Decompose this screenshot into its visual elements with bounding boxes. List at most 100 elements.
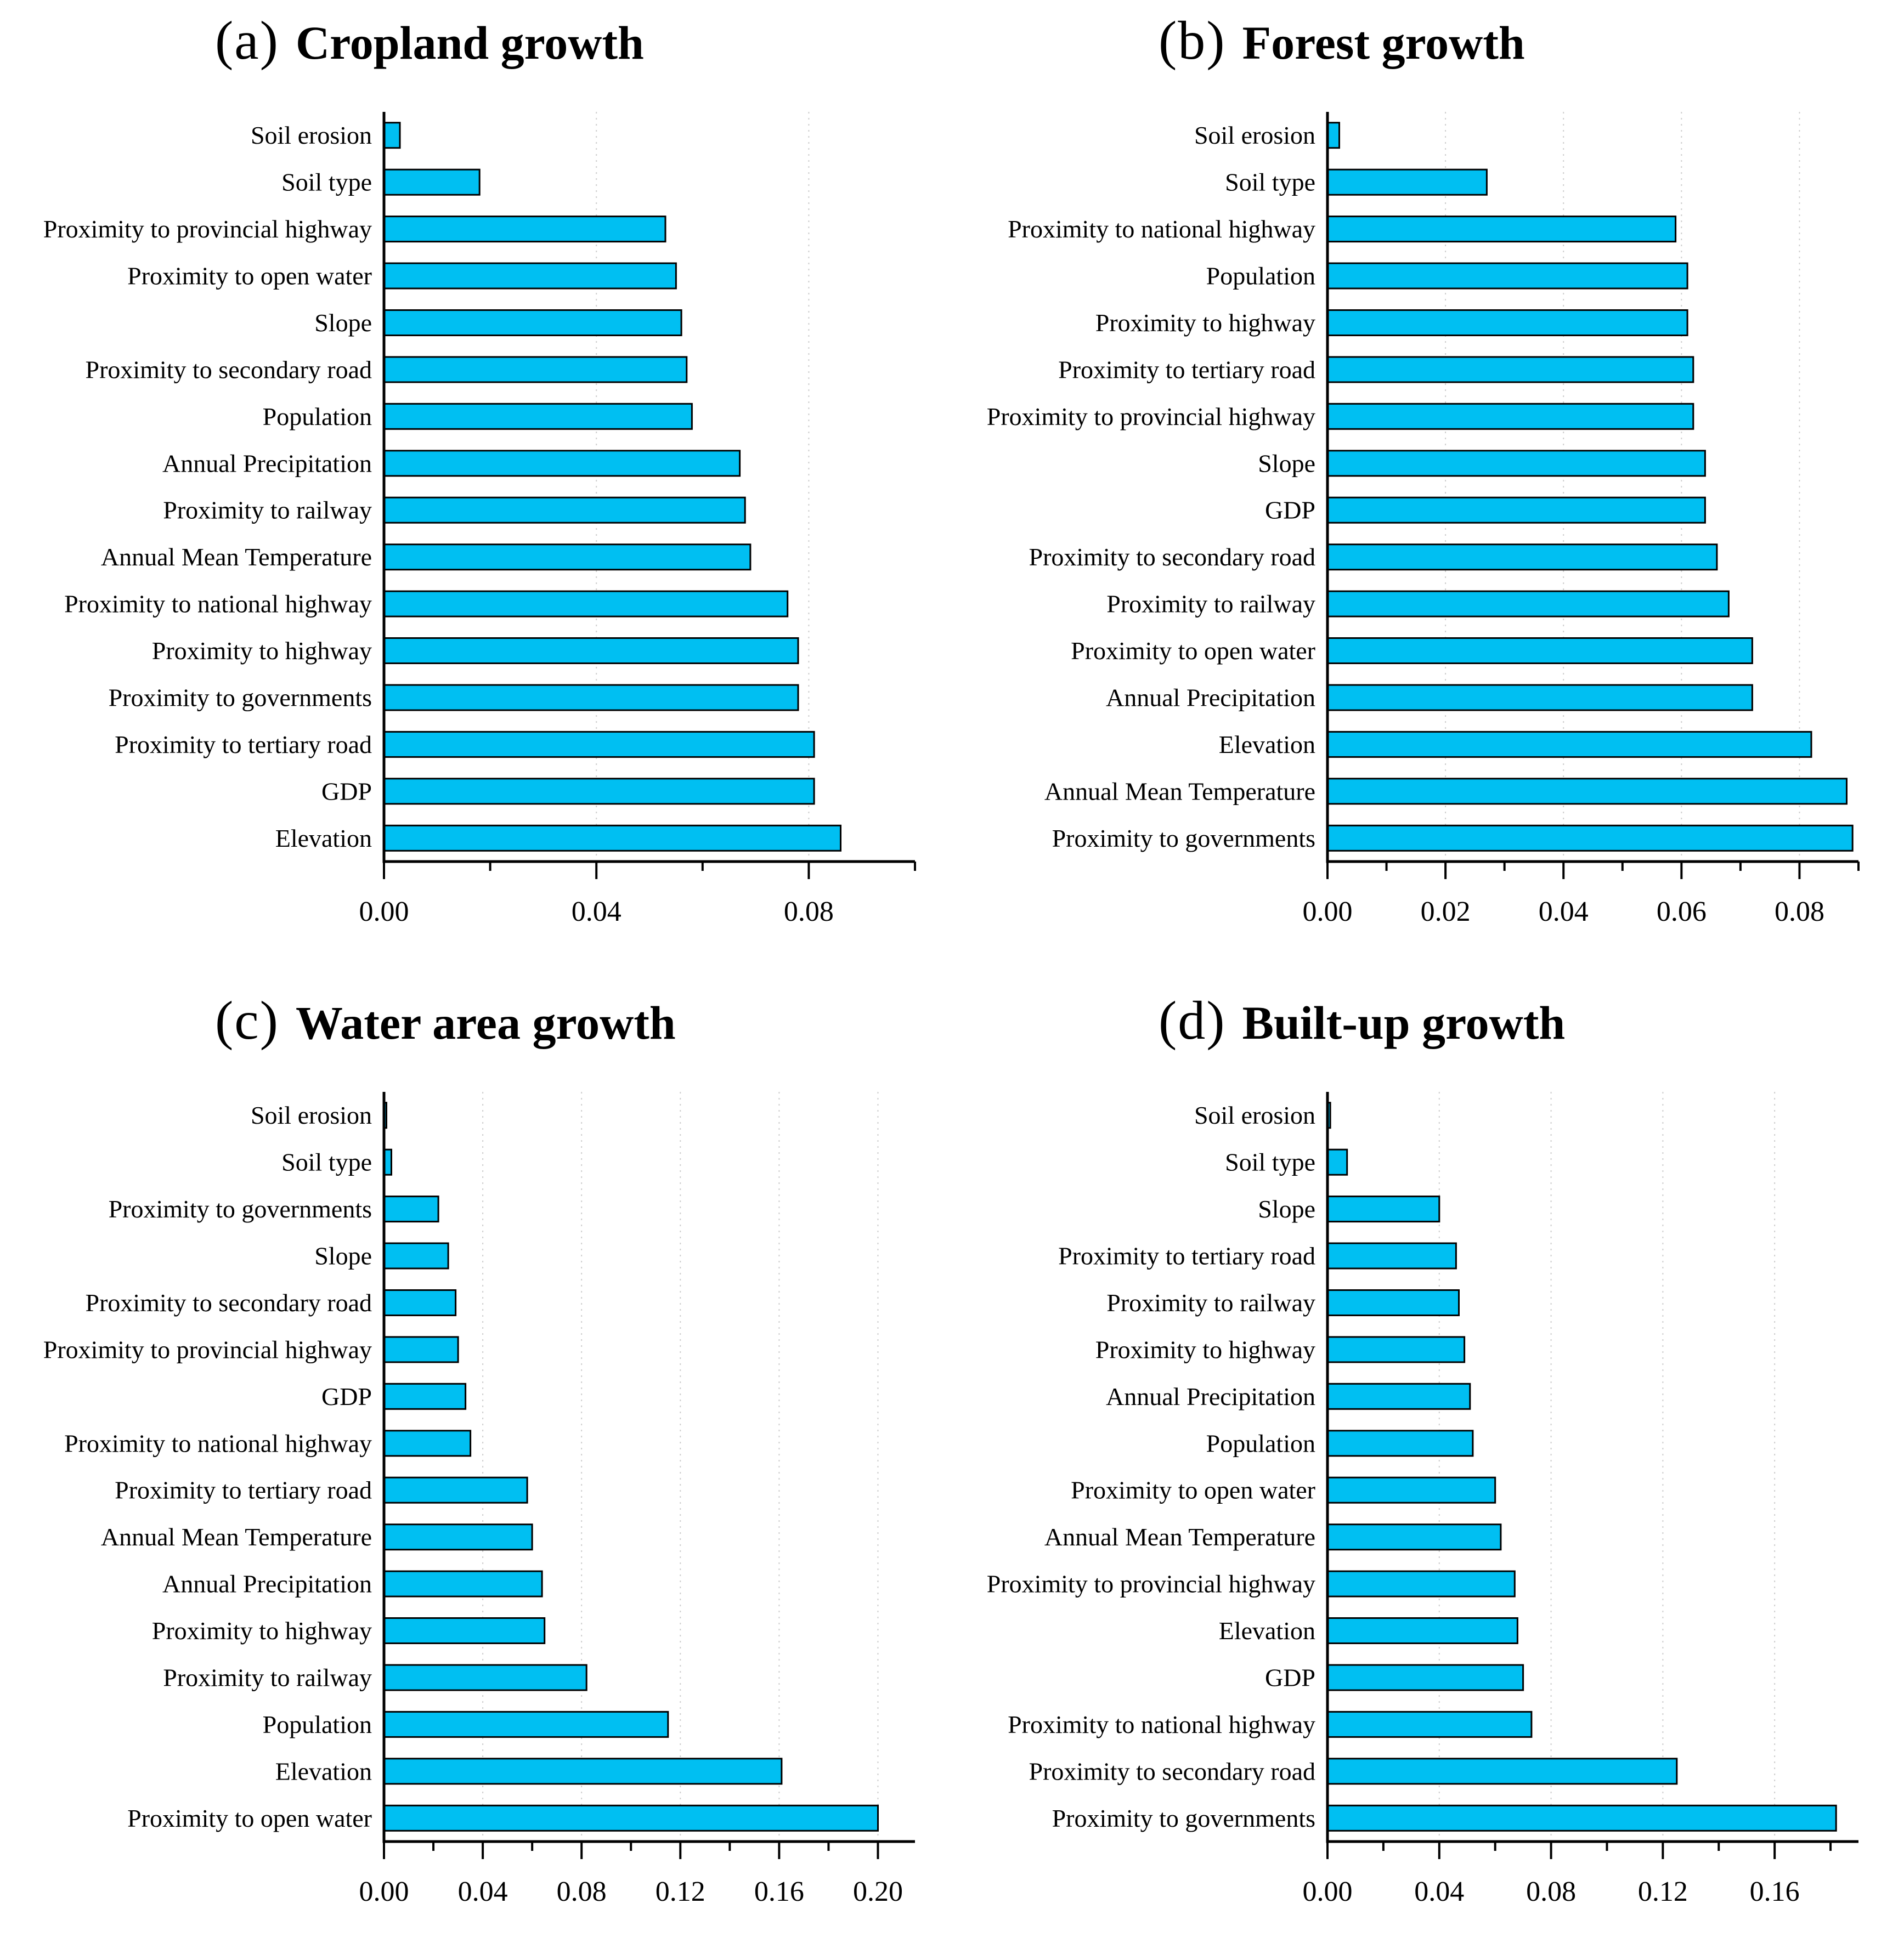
- panel-a-chart: Soil erosion Soil type Proximity to provin…: [43, 112, 916, 927]
- bar-proximity-to-tertiary-road: [1326, 1242, 1457, 1270]
- category-label: Elevation: [1219, 730, 1315, 758]
- bar-soil-type: [383, 168, 481, 196]
- panel-b-title: (b) Forest growth: [944, 0, 1887, 86]
- tick-label: 0.06: [1657, 896, 1707, 927]
- tick-label: 0.00: [359, 896, 409, 927]
- category-label: Proximity to national highway: [64, 590, 372, 618]
- bar-proximity-to-railway: [1326, 1289, 1460, 1316]
- bar-proximity-to-railway: [1326, 590, 1730, 618]
- category-label: Population: [263, 1710, 372, 1738]
- bar-soil-erosion: [383, 122, 401, 149]
- category-label: Population: [1206, 262, 1315, 290]
- category-label: Proximity to open water: [127, 262, 372, 290]
- category-label: Annual Precipitation: [1106, 1383, 1315, 1410]
- category-label: GDP: [321, 1383, 372, 1410]
- category-label: Proximity to governments: [1052, 1804, 1315, 1832]
- panel-d: (d) Built-up growth Soil erosion Soil type…: [944, 980, 1887, 1960]
- category-label: Proximity to tertiary road: [115, 1476, 372, 1504]
- category-label: Proximity to highway: [1095, 1335, 1315, 1363]
- bar-gdp: [1326, 496, 1706, 524]
- category-label: Soil erosion: [1194, 121, 1315, 149]
- bar-proximity-to-national-highway: [383, 590, 789, 618]
- bar-proximity-to-national-highway: [1326, 216, 1677, 243]
- bar-soil-erosion: [1326, 122, 1340, 149]
- bar-population: [383, 403, 693, 430]
- category-label: Proximity to highway: [1095, 309, 1315, 337]
- category-label: Proximity to national highway: [1008, 1710, 1315, 1738]
- bar-proximity-to-tertiary-road: [1326, 356, 1694, 383]
- category-label: GDP: [1265, 496, 1315, 524]
- bar-proximity-to-open-water: [1326, 1476, 1496, 1504]
- panel-c: (c) Water area growth Soil erosion Soil ty…: [0, 980, 944, 1960]
- category-label: Annual Precipitation: [162, 1570, 372, 1598]
- tick-label: 0.04: [1414, 1876, 1464, 1907]
- category-label: Annual Precipitation: [1106, 684, 1315, 712]
- panel-c-title: (c) Water area growth: [0, 980, 944, 1066]
- category-label: Proximity to railway: [1106, 590, 1315, 618]
- category-label: Soil type: [281, 1148, 372, 1176]
- bar-population: [1326, 262, 1688, 290]
- panel-a-heading: Cropland growth: [296, 16, 644, 69]
- bar-proximity-to-provincial-highway: [1326, 403, 1694, 430]
- category-label: Proximity to provincial highway: [987, 1570, 1315, 1598]
- panel-d-label: (d): [1159, 990, 1226, 1051]
- bar-annual-mean-temperature: [1326, 1523, 1502, 1551]
- tick-label: 0.02: [1421, 896, 1471, 927]
- bar-proximity-to-national-highway: [383, 1430, 472, 1457]
- bar-elevation: [1326, 730, 1812, 758]
- category-label: Proximity to railway: [163, 1664, 372, 1692]
- bar-proximity-to-highway: [383, 1617, 546, 1644]
- tick-label: 0.00: [359, 1876, 409, 1907]
- bar-proximity-to-highway: [1326, 309, 1688, 336]
- category-label: Elevation: [275, 824, 372, 852]
- category-label: Proximity to highway: [152, 637, 372, 665]
- bar-proximity-to-secondary-road: [1326, 1758, 1678, 1785]
- bar-gdp: [383, 1383, 467, 1410]
- bar-slope: [1326, 450, 1706, 477]
- category-label: Soil type: [1225, 1148, 1315, 1176]
- bar-elevation: [1326, 1617, 1518, 1644]
- category-label: Elevation: [1219, 1617, 1315, 1645]
- bar-proximity-to-governments: [1326, 1804, 1837, 1832]
- panel-b-label: (b): [1159, 10, 1226, 71]
- bar-proximity-to-governments: [383, 1196, 439, 1223]
- tick-label: 0.12: [656, 1876, 705, 1907]
- panel-a-title: (a) Cropland growth: [0, 0, 944, 86]
- panel-b-chart: Soil erosion Soil type Proximity to nation…: [987, 112, 1860, 927]
- panel-a: (a) Cropland growth Soil erosion Soil type…: [0, 0, 944, 980]
- bar-elevation: [383, 824, 841, 852]
- category-label: Elevation: [275, 1757, 372, 1785]
- category-label: Soil erosion: [1194, 1101, 1315, 1129]
- category-label: Slope: [314, 1242, 372, 1270]
- bar-soil-type: [1326, 1148, 1348, 1176]
- bar-annual-precipitation: [383, 1570, 543, 1598]
- category-label: Annual Mean Temperature: [101, 1523, 372, 1551]
- category-label: Proximity to tertiary road: [115, 730, 372, 758]
- bar-proximity-to-governments: [383, 684, 799, 711]
- bar-proximity-to-secondary-road: [1326, 543, 1718, 571]
- category-label: Soil erosion: [251, 121, 372, 149]
- category-label: Proximity to railway: [1106, 1289, 1315, 1317]
- category-label: Proximity to secondary road: [85, 1289, 372, 1317]
- category-label: Proximity to governments: [109, 684, 372, 712]
- bar-proximity-to-provincial-highway: [1326, 1570, 1516, 1598]
- category-label: Soil erosion: [251, 1101, 372, 1129]
- tick-label: 0.08: [784, 896, 834, 927]
- tick-label: 0.00: [1303, 896, 1353, 927]
- category-label: Proximity to open water: [127, 1804, 372, 1832]
- bar-gdp: [1326, 1664, 1524, 1691]
- bar-proximity-to-secondary-road: [383, 356, 688, 383]
- bar-proximity-to-provincial-highway: [383, 216, 666, 243]
- bar-slope: [383, 1242, 449, 1270]
- panel-d-chart: Soil erosion Soil type Slope Proximity to t…: [987, 1092, 1858, 1907]
- category-label: Annual Mean Temperature: [101, 543, 372, 571]
- bar-proximity-to-open-water: [383, 262, 677, 290]
- bar-proximity-to-provincial-highway: [383, 1336, 459, 1363]
- tick-label: 0.16: [1750, 1876, 1800, 1907]
- category-label: Proximity to secondary road: [85, 355, 372, 383]
- category-label: Population: [1206, 1429, 1315, 1457]
- bar-proximity-to-tertiary-road: [383, 730, 815, 758]
- bar-proximity-to-highway: [383, 637, 799, 664]
- bar-slope: [1326, 1196, 1440, 1223]
- category-label: Proximity to open water: [1071, 1476, 1315, 1504]
